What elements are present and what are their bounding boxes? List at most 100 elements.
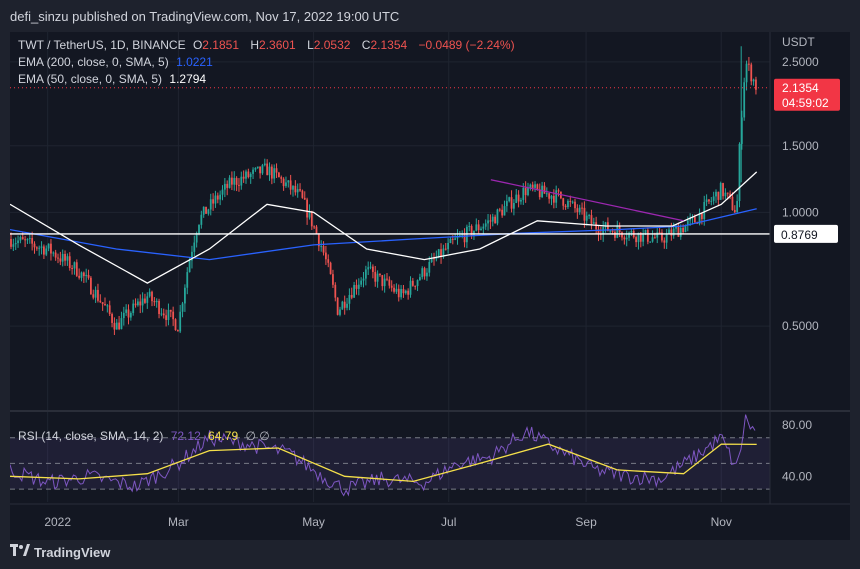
- candle-body: [567, 200, 569, 208]
- candle-body: [395, 288, 398, 292]
- candle-body: [21, 237, 24, 240]
- candle-body: [364, 269, 367, 279]
- candle-body: [64, 253, 66, 261]
- candle-body: [644, 229, 647, 234]
- candle-body: [498, 209, 501, 211]
- candle-body: [134, 303, 137, 306]
- candle-body: [430, 258, 433, 263]
- candle-body: [743, 82, 746, 118]
- candle-body: [581, 207, 583, 209]
- candle-body: [447, 242, 449, 250]
- candle-body: [661, 232, 663, 241]
- candle-body: [127, 309, 130, 318]
- candle-body: [672, 228, 675, 236]
- candle-body: [590, 215, 593, 224]
- candle-body: [50, 243, 52, 254]
- candle-body: [71, 268, 73, 270]
- candle-body: [310, 211, 313, 227]
- symbol-title: TWT / TetherUS, 1D, BINANCE: [18, 38, 186, 52]
- candle-body: [437, 249, 440, 258]
- ohlc-c-label: C: [361, 38, 371, 52]
- candle-body: [278, 172, 280, 178]
- candle-body: [242, 176, 245, 179]
- candle-body: [167, 309, 170, 321]
- ohlc-open: 2.1851: [202, 38, 239, 52]
- candle-body: [555, 190, 558, 203]
- candle-body: [90, 277, 92, 295]
- candle-body: [181, 303, 184, 312]
- candle-body: [43, 246, 45, 255]
- candle-body: [169, 309, 172, 312]
- candle-body: [162, 313, 165, 316]
- candle-body: [360, 280, 363, 285]
- candle-body: [487, 220, 489, 224]
- candle-body: [477, 224, 480, 231]
- candle-body: [174, 319, 177, 331]
- chart-frame[interactable]: 0.8769 2.1354 04:59:02 2022 Mar May Jul Sep Nov…: [10, 32, 850, 540]
- candle-body: [205, 206, 207, 214]
- candle-body: [402, 289, 405, 294]
- candle-body: [740, 117, 743, 144]
- candle-body: [642, 233, 645, 242]
- price-change: −0.0489 (−2.24%): [418, 38, 515, 52]
- candle-body: [111, 313, 113, 323]
- candle-body: [179, 311, 182, 332]
- candle-body: [609, 230, 612, 232]
- x-tick-label: 2022: [44, 515, 71, 529]
- candle-body: [17, 240, 19, 244]
- candle-body: [440, 249, 442, 257]
- candle-body: [750, 64, 753, 82]
- candle-body: [510, 197, 513, 209]
- candle-body: [480, 228, 482, 231]
- candle-body: [226, 183, 229, 188]
- candle-body: [712, 196, 715, 201]
- candle-body: [303, 197, 306, 200]
- candle-body: [677, 226, 680, 237]
- candle-body: [679, 227, 682, 237]
- candle-body: [322, 246, 325, 253]
- rsi-legend: RSI (14, close, SMA, 14, 2) 72.12 64.79 …: [18, 429, 274, 443]
- candle-body: [531, 184, 534, 188]
- candle-body: [327, 259, 330, 263]
- candle-body: [654, 237, 656, 239]
- candle-body: [574, 201, 576, 209]
- candle-body: [475, 224, 478, 231]
- candle-body: [38, 247, 41, 249]
- indicator-lines: [10, 171, 758, 497]
- candle-body: [26, 239, 29, 241]
- ohlc-low: 2.0532: [313, 38, 351, 52]
- candle-body: [188, 260, 191, 273]
- ohlc-high: 2.3601: [259, 38, 296, 52]
- candle-body: [313, 226, 316, 228]
- candle-body: [656, 232, 659, 238]
- candle-body: [353, 285, 355, 298]
- candle-body: [571, 201, 574, 203]
- y-axis-unit: USDT: [782, 35, 815, 49]
- candle-body: [137, 301, 139, 306]
- candle-body: [172, 311, 175, 320]
- candle-body: [348, 295, 351, 304]
- candle-body: [614, 231, 616, 238]
- candle-body: [374, 271, 377, 282]
- candle-body: [470, 226, 473, 236]
- candle-body: [588, 215, 590, 217]
- candle-body: [715, 191, 717, 197]
- candle-body: [10, 239, 12, 247]
- symbol-legend: TWT / TetherUS, 1D, BINANCE O2.1851 H2.3…: [18, 38, 519, 52]
- candle-body: [705, 199, 708, 202]
- candle-body: [463, 234, 466, 243]
- candle-body: [285, 182, 287, 187]
- candle-body: [576, 208, 579, 213]
- candle-body: [339, 309, 341, 315]
- candle-body: [296, 189, 299, 193]
- candle-body: [97, 289, 99, 301]
- candle-body: [78, 275, 81, 278]
- candle-body: [325, 252, 327, 260]
- countdown-label: 04:59:02: [782, 96, 829, 110]
- candle-body: [275, 168, 278, 173]
- candle-body: [689, 217, 692, 221]
- candle-body: [129, 312, 132, 318]
- candle-body: [47, 243, 50, 249]
